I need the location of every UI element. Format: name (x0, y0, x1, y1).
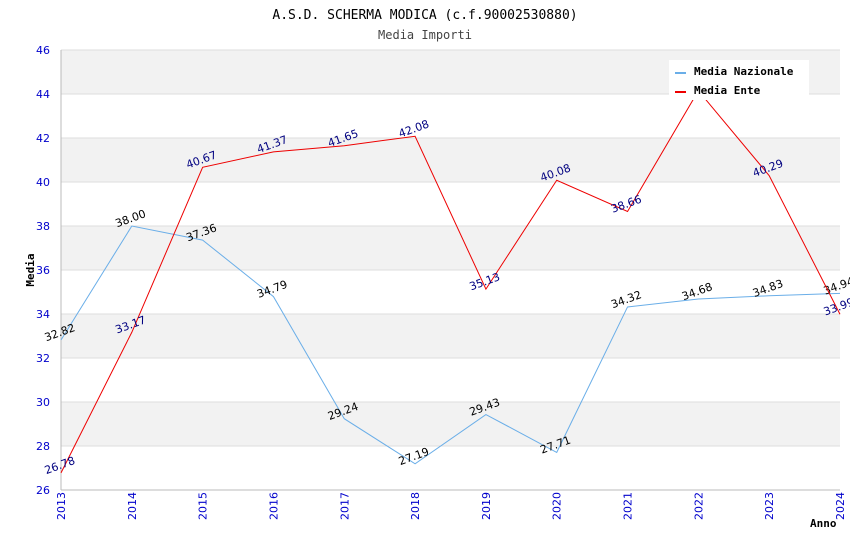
y-tick-label: 40 (36, 176, 50, 189)
grid-band (61, 138, 840, 182)
x-tick-label: 2021 (622, 492, 635, 520)
x-tick-label: 2024 (834, 492, 847, 520)
y-axis-label: Media (24, 253, 37, 286)
y-tick-label: 30 (36, 396, 50, 409)
grid-band (61, 314, 840, 358)
x-tick-label: 2017 (338, 492, 351, 520)
data-label-nazionale: 34.83 (751, 277, 785, 300)
x-tick-label: 2015 (197, 492, 210, 520)
y-tick-label: 32 (36, 352, 50, 365)
y-tick-label: 36 (36, 264, 50, 277)
legend: Media Nazionale Media Ente (669, 60, 809, 100)
y-tick-label: 28 (36, 440, 50, 453)
x-tick-label: 2022 (692, 492, 705, 520)
data-label-nazionale: 34.79 (255, 278, 289, 301)
y-tick-label: 26 (36, 484, 50, 497)
y-tick-label: 44 (36, 88, 50, 101)
x-axis-label: Anno (810, 517, 837, 530)
legend-box (669, 60, 809, 100)
x-tick-label: 2018 (409, 492, 422, 520)
data-label-ente: 42.08 (397, 117, 431, 140)
data-label-nazionale: 34.68 (680, 280, 714, 303)
data-label-ente: 35.13 (468, 270, 502, 293)
x-tick-label: 2013 (55, 492, 68, 520)
y-tick-label: 42 (36, 132, 50, 145)
x-tick-label: 2020 (551, 492, 564, 520)
y-tick-label: 34 (36, 308, 50, 321)
x-tick-label: 2023 (763, 492, 776, 520)
data-label-nazionale: 34.32 (609, 288, 643, 311)
data-label-nazionale: 27.19 (397, 445, 431, 468)
series-line-ente (60, 89, 841, 474)
plot-area: 26 28 30 32 34 36 38 40 42 44 46 2013 2014 2015 2016 20… (36, 44, 850, 520)
x-tick-label: 2019 (480, 492, 493, 520)
x-tick-label: 2014 (126, 492, 139, 520)
grid-band (61, 226, 840, 270)
chart-subtitle: Media Importi (378, 28, 472, 42)
series-line-nazionale (60, 225, 841, 465)
data-label-ente: 26.78 (43, 454, 77, 477)
data-label-ente: 38.66 (609, 193, 643, 216)
y-tick-label: 38 (36, 220, 50, 233)
legend-label-nazionale: Media Nazionale (694, 65, 794, 78)
chart-title: A.S.D. SCHERMA MODICA (c.f.90002530880) (272, 8, 577, 23)
legend-label-ente: Media Ente (694, 84, 761, 97)
y-tick-label: 46 (36, 44, 50, 57)
x-tick-label: 2016 (267, 492, 280, 520)
